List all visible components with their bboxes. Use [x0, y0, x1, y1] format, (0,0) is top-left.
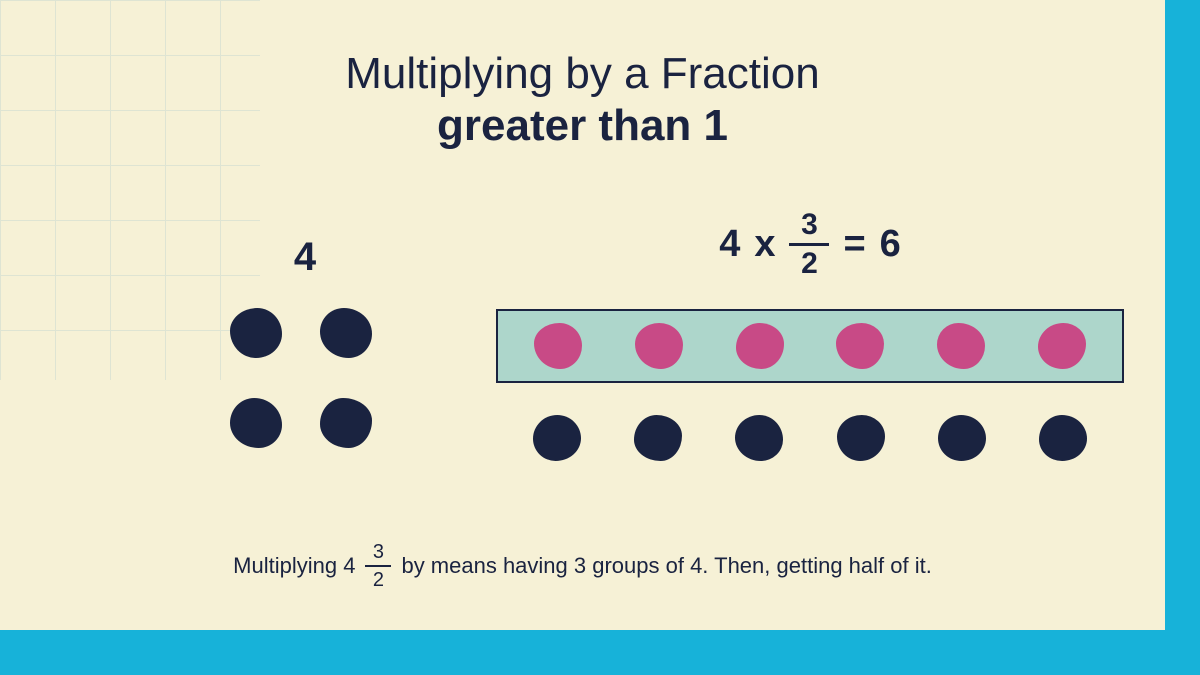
- dot: [320, 398, 372, 448]
- highlight-box: [496, 309, 1124, 383]
- dot: [837, 415, 885, 461]
- caption-part-1: Multiplying 4: [233, 553, 355, 579]
- caption-fraction: 3 2: [365, 542, 391, 590]
- left-dot-grid: [175, 308, 435, 458]
- dot: [320, 308, 372, 358]
- title-block: Multiplying by a Fraction greater than 1: [0, 48, 1165, 152]
- dot: [937, 323, 985, 369]
- dot: [1039, 415, 1087, 461]
- right-group: 4 x 3 2 = 6: [480, 210, 1140, 475]
- equation: 4 x 3 2 = 6: [480, 210, 1140, 279]
- equation-fraction: 3 2: [789, 210, 829, 279]
- dot: [230, 398, 282, 448]
- equation-lhs: 4: [719, 223, 740, 266]
- dot: [533, 415, 581, 461]
- left-group: 4: [175, 235, 435, 458]
- dark-dot-row: [496, 401, 1124, 475]
- fraction-denominator: 2: [801, 246, 818, 279]
- equation-result: 6: [880, 223, 901, 266]
- slide-canvas: Multiplying by a Fraction greater than 1…: [0, 0, 1165, 630]
- title-line-1: Multiplying by a Fraction: [0, 48, 1165, 100]
- caption-part-2: by means having 3 groups of 4. Then, get…: [401, 553, 931, 579]
- equation-equals: =: [843, 223, 865, 266]
- caption-fraction-numerator: 3: [373, 542, 384, 565]
- dot: [230, 308, 282, 358]
- left-label: 4: [175, 235, 435, 280]
- dot: [735, 415, 783, 461]
- caption: Multiplying 4 3 2 by means having 3 grou…: [0, 542, 1165, 590]
- dot: [1038, 323, 1086, 369]
- dot: [534, 323, 582, 369]
- title-line-2: greater than 1: [0, 100, 1165, 152]
- dot: [836, 323, 884, 369]
- dot: [736, 323, 784, 369]
- dot: [938, 415, 986, 461]
- slide-frame: Multiplying by a Fraction greater than 1…: [0, 0, 1200, 675]
- equation-operator: x: [754, 223, 775, 266]
- caption-fraction-denominator: 2: [373, 567, 384, 590]
- dot: [635, 323, 683, 369]
- dot: [634, 415, 682, 461]
- fraction-numerator: 3: [801, 210, 818, 243]
